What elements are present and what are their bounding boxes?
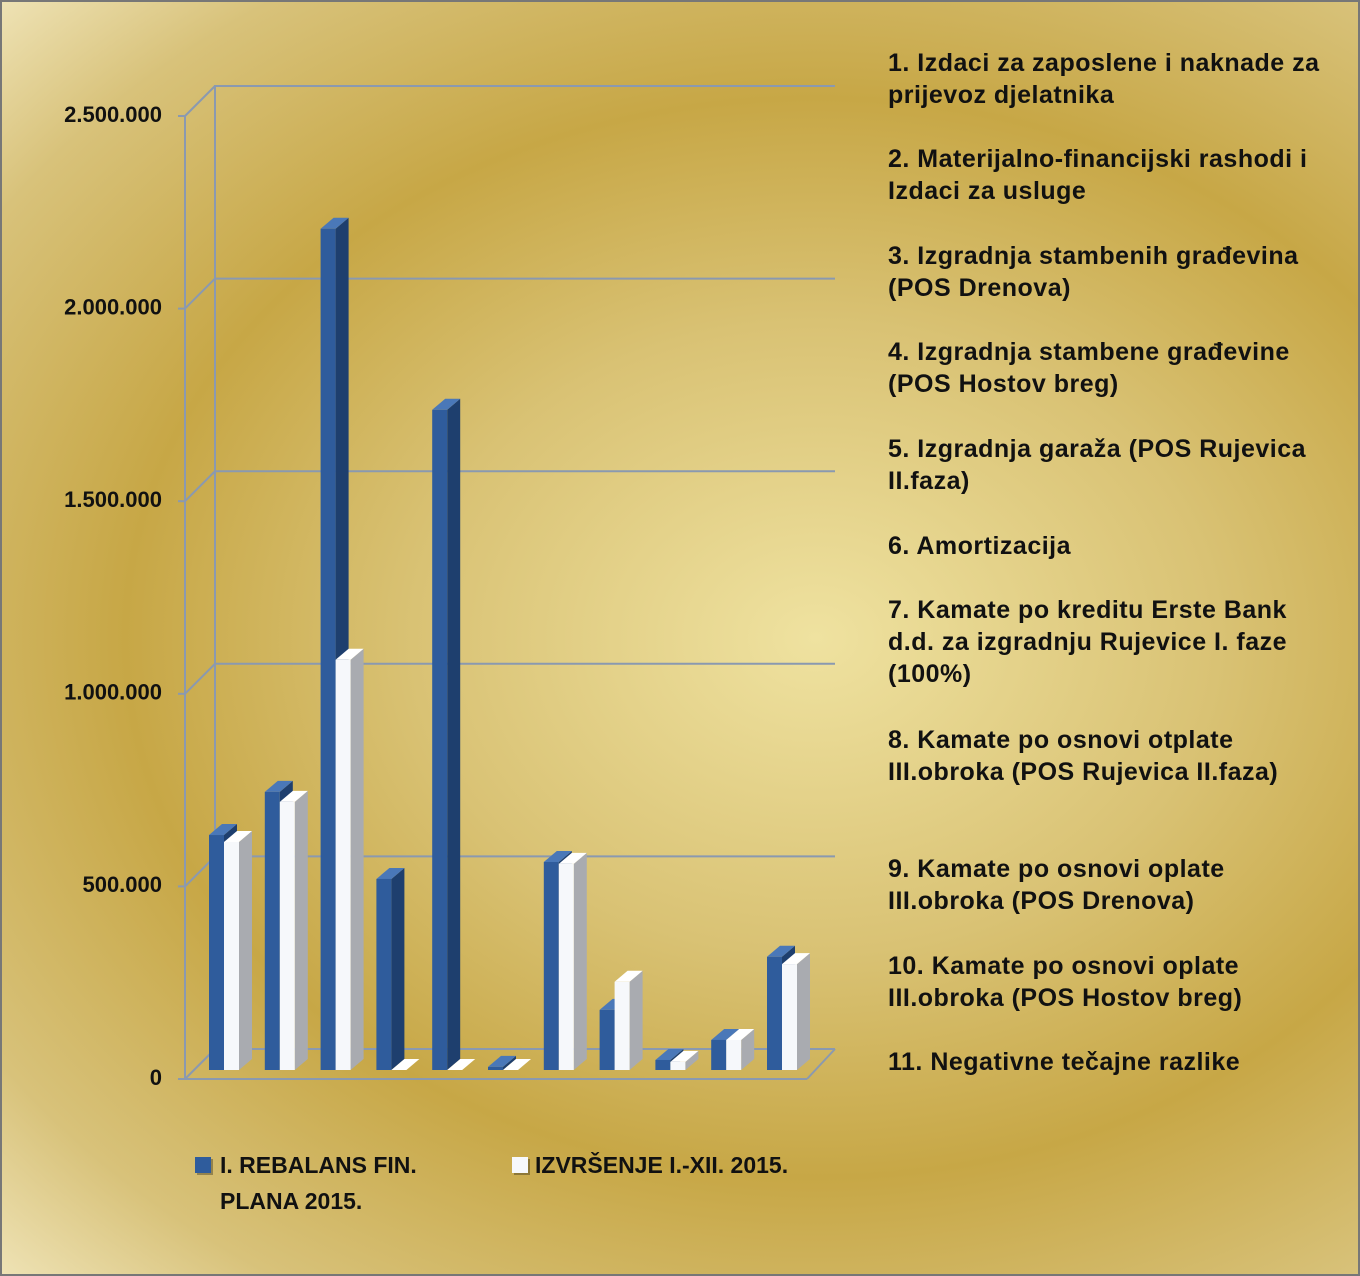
bar-face	[376, 878, 392, 1070]
grid-line	[184, 663, 216, 695]
bar-face	[447, 1059, 476, 1070]
legend-swatch	[512, 1157, 528, 1173]
bar-face	[670, 1061, 686, 1070]
bar-face	[543, 861, 559, 1070]
bar-face	[224, 830, 252, 842]
bar-face	[711, 1039, 727, 1070]
bar-face	[488, 1066, 503, 1070]
bar-face	[320, 217, 349, 229]
bar-face	[599, 1009, 615, 1070]
bar-face	[376, 867, 405, 879]
bar	[224, 830, 252, 1070]
category-label: 7. Kamate po kreditu Erste Bank d.d. za …	[888, 596, 1288, 688]
bar-face	[335, 648, 364, 660]
bar-face	[350, 648, 364, 1070]
y-tick-label: 1.000.000	[64, 680, 162, 705]
y-tick-label: 2.500.000	[64, 102, 162, 127]
bar-face	[224, 841, 239, 1070]
bar-face	[797, 953, 810, 1070]
grid-line	[184, 277, 216, 310]
category-label: 10. Kamate po osnovi oplate III.obroka (…	[888, 952, 1243, 1012]
legend-label: IZVRŠENJE I.-XII. 2015.	[535, 1152, 789, 1178]
bar	[670, 1050, 699, 1070]
bar	[432, 398, 461, 1070]
bar	[614, 970, 643, 1070]
bar-face	[264, 791, 280, 1070]
bar-face	[614, 970, 643, 982]
bar	[376, 867, 405, 1070]
bar-face	[782, 953, 810, 965]
grid-line	[184, 470, 216, 502]
category-label: 5. Izgradnja garaža (POS Rujevica II.faz…	[888, 435, 1307, 495]
bar-face	[279, 801, 295, 1070]
legend-swatch	[195, 1157, 211, 1173]
bar-face	[279, 790, 308, 802]
bar	[447, 1059, 476, 1070]
bar-face	[670, 1050, 699, 1062]
bar-face	[503, 1059, 531, 1070]
bar-face	[432, 398, 461, 410]
bar-face	[629, 970, 643, 1070]
bar-face	[391, 867, 405, 1070]
grid-line	[184, 85, 216, 117]
bar-face	[741, 1028, 755, 1070]
bar	[335, 648, 364, 1070]
y-tick-label: 1.500.000	[64, 487, 162, 512]
bar-face	[447, 398, 461, 1070]
bar-face	[685, 1050, 699, 1070]
y-tick-label: 2.000.000	[64, 294, 162, 319]
category-label: 4. Izgradnja stambene građevine (POS Hos…	[888, 338, 1290, 398]
category-label: 8. Kamate po osnovi otplate III.obroka (…	[888, 726, 1279, 786]
category-label: 2. Materijalno-financijski rashodi i Izd…	[888, 145, 1308, 205]
bar-face	[488, 1055, 516, 1067]
bar-face	[726, 1028, 755, 1040]
bar	[488, 1055, 516, 1070]
bar	[279, 790, 308, 1070]
category-label: 11. Negativne tečajne razlike	[888, 1048, 1241, 1076]
category-label: 1. Izdaci za zaposlene i naknade za prij…	[888, 49, 1320, 109]
bar	[391, 1059, 420, 1070]
bar-face	[726, 1039, 742, 1070]
bar-face	[294, 790, 308, 1070]
bar-face	[767, 956, 782, 1070]
bar-face	[767, 945, 795, 957]
bar-face	[711, 1028, 740, 1040]
bar-face	[209, 835, 224, 1070]
bar-face	[558, 863, 574, 1070]
bar-face	[558, 852, 587, 864]
y-tick-label: 0	[150, 1065, 162, 1090]
bar-face	[782, 964, 797, 1070]
bar-face	[503, 1055, 516, 1070]
bar-face	[239, 830, 252, 1070]
bar-face	[335, 659, 351, 1070]
legend-label: I. REBALANS FIN. PLANA 2015.	[220, 1152, 417, 1214]
bar-face	[432, 409, 448, 1070]
bar-face	[655, 1048, 684, 1060]
bar-face	[655, 1059, 671, 1070]
bar-face	[320, 228, 336, 1070]
bar	[726, 1028, 755, 1070]
y-tick-label: 500.000	[82, 872, 162, 897]
bar-face	[573, 852, 587, 1070]
bar	[782, 953, 810, 1070]
bar	[558, 852, 587, 1070]
bar-face	[209, 824, 237, 836]
bar-face	[614, 981, 630, 1070]
bar	[503, 1059, 531, 1070]
bar-face	[264, 780, 293, 792]
category-label: 6. Amortizacija	[888, 532, 1072, 560]
bar-face	[391, 1059, 420, 1070]
category-label: 3. Izgradnja stambenih građevina (POS Dr…	[888, 242, 1299, 302]
bar-face	[543, 850, 572, 862]
category-label: 9. Kamate po osnovi oplate III.obroka (P…	[888, 855, 1225, 915]
floor	[806, 1048, 836, 1080]
